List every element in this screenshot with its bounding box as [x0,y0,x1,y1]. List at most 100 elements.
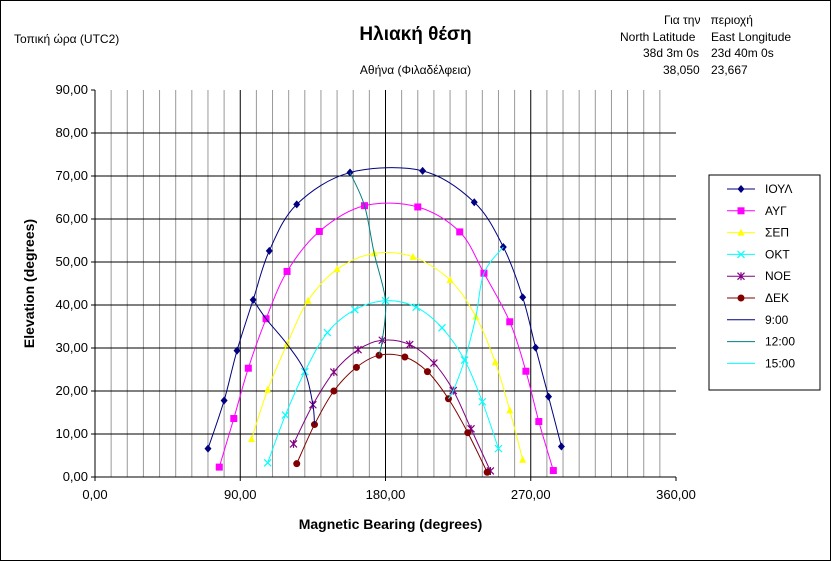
legend-label: ΝΟΕ [765,269,791,283]
legend-label: ΟΚΤ [765,247,790,261]
series-9 [448,246,504,400]
series-line [296,353,488,473]
data-point [506,318,514,326]
x-axis-label: Magnetic Bearing (degrees) [299,516,483,532]
data-point [412,303,421,312]
local-time-label: Τοπική ώρα (UTC2) [14,32,120,46]
data-point [233,346,241,355]
x-tick-label: 360,00 [656,487,696,502]
series-2 [215,202,557,475]
latitude-dms: 38d 3m 0s [643,46,700,60]
legend-marker [737,250,745,259]
y-tick-label: 20,00 [55,383,88,398]
region-label: Για την περιοχή [664,13,753,27]
y-tick-label: 30,00 [55,340,88,355]
data-point [293,460,301,468]
y-tick-label: 0,00 [63,469,88,484]
data-point [491,358,499,366]
data-point [204,444,212,453]
legend-label: ΣΕΠ [765,226,789,240]
y-tick-label: 80,00 [55,125,88,140]
data-point [329,368,338,377]
data-point [438,323,446,332]
data-point [429,359,438,368]
chart-subtitle: Αθήνα (Φιλαδέλφεια) [359,63,472,77]
data-point [281,411,290,420]
y-tick-label: 10,00 [55,426,88,441]
data-point [230,415,238,423]
legend-label: 9:00 [765,313,789,327]
data-point [304,296,312,304]
series-line [448,246,504,400]
data-point [249,295,257,304]
data-point [354,345,362,354]
legend-label: ΑΥΓ [765,204,787,218]
legend-marker [737,228,745,236]
data-point [265,246,273,255]
data-point [244,364,252,372]
series-7 [252,299,315,425]
data-point [263,458,272,467]
x-tick-label: 180,00 [366,487,406,502]
series-line [293,339,491,472]
legend-label: 12:00 [765,335,795,349]
series-1 [204,166,565,453]
data-point [423,368,431,376]
data-point [532,343,540,352]
series-line [349,172,387,356]
series-line [267,300,499,463]
y-tick-label: 70,00 [55,168,88,183]
data-point [350,305,359,314]
series-line [218,202,554,471]
y-tick-label: 50,00 [55,254,88,269]
data-point [405,340,414,349]
series-8 [349,172,387,356]
data-point [483,468,491,476]
data-point [409,252,417,260]
data-point [352,363,360,371]
data-point [522,367,530,375]
data-point [494,444,503,453]
data-point [470,198,478,207]
data-point [220,396,228,405]
data-point [419,166,427,175]
legend-label: 15:00 [765,356,795,370]
data-point [535,418,543,426]
data-point [456,228,464,236]
data-point [414,203,422,211]
data-point [323,328,332,337]
data-point [506,406,514,414]
legend-label: ΙΟΥΛ [765,182,792,196]
series-3 [248,249,527,463]
data-point [264,385,272,393]
data-point [289,439,298,448]
data-point [215,463,223,471]
data-point [330,387,338,395]
data-point [333,265,341,273]
data-point [315,227,323,235]
y-tick-label: 40,00 [55,297,88,312]
y-tick-label: 90,00 [55,82,88,97]
data-point [283,267,291,275]
data-point [464,429,472,437]
data-point [549,467,557,475]
data-point [557,442,565,451]
latitude-decimal: 38,050 [663,63,700,77]
x-tick-label: 270,00 [511,487,551,502]
series-line [251,251,524,460]
data-point [293,200,301,209]
y-tick-label: 60,00 [55,211,88,226]
legend-marker [737,207,745,215]
longitude-dms: 23d 40m 0s [711,46,774,60]
data-point [545,392,553,401]
series-6 [293,351,491,476]
x-tick-label: 0,00 [82,487,107,502]
y-axis-label: Elevation (degrees) [21,219,37,348]
legend-marker [737,294,745,302]
x-tick-label: 90,00 [224,487,257,502]
series-line [252,299,315,425]
data-point [519,455,527,463]
data-point [519,293,527,302]
series-line [207,167,562,449]
